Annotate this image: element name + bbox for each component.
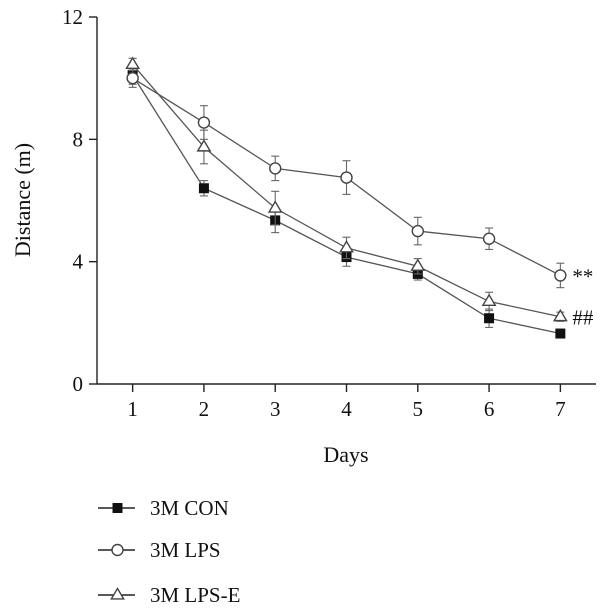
series-3m-lps — [126, 68, 567, 289]
x-axis-ticks: 1 2 3 4 5 6 7 — [127, 384, 566, 421]
series-line — [132, 74, 561, 335]
data-point — [339, 240, 354, 253]
series-layer — [125, 56, 568, 339]
data-point — [484, 313, 495, 324]
x-tick-label: 5 — [413, 397, 424, 421]
y-axis-ticks: 0 4 8 12 — [62, 5, 97, 396]
significance-annotation: ## — [572, 306, 594, 330]
data-point — [554, 269, 567, 282]
x-tick-label: 1 — [127, 397, 138, 421]
legend-label: 3M CON — [150, 496, 229, 520]
legend-marker — [112, 503, 123, 513]
x-tick-label: 3 — [270, 397, 281, 421]
significance-annotation: ** — [572, 264, 593, 288]
legend-label: 3M LPS — [150, 538, 221, 562]
x-tick-label: 7 — [555, 397, 566, 421]
data-point — [269, 162, 282, 175]
y-tick-label: 4 — [73, 250, 84, 274]
legend-marker — [110, 587, 125, 600]
y-axis-title: Distance (m) — [10, 143, 35, 257]
legend: 3M CON 3M LPS 3M LPS-E — [98, 496, 240, 607]
legend-label: 3M LPS-E — [150, 583, 240, 607]
data-point — [552, 308, 568, 322]
x-tick-label: 4 — [341, 397, 352, 421]
data-point — [198, 183, 209, 194]
data-point — [482, 232, 496, 245]
data-point — [481, 293, 497, 307]
data-point — [267, 200, 283, 213]
series-3m-lps-e — [125, 56, 568, 322]
legend-item: 3M LPS-E — [98, 583, 240, 607]
x-tick-label: 2 — [199, 397, 210, 421]
y-tick-label: 8 — [73, 127, 84, 151]
legend-marker — [111, 543, 124, 557]
x-axis-title: Days — [323, 442, 368, 467]
annotation-layer: ** ## — [572, 264, 594, 329]
data-point — [197, 116, 211, 129]
data-point — [196, 139, 212, 152]
data-point — [411, 224, 424, 238]
y-tick-label: 12 — [62, 5, 83, 29]
data-point — [340, 171, 353, 184]
data-point — [410, 258, 426, 271]
y-tick-label: 0 — [73, 372, 84, 396]
data-point — [125, 56, 141, 70]
data-point — [555, 328, 566, 339]
data-point — [126, 71, 139, 85]
legend-item: 3M LPS — [98, 538, 221, 562]
x-tick-label: 6 — [484, 397, 495, 421]
series-3m-con — [127, 65, 566, 339]
legend-item: 3M CON — [98, 496, 229, 520]
